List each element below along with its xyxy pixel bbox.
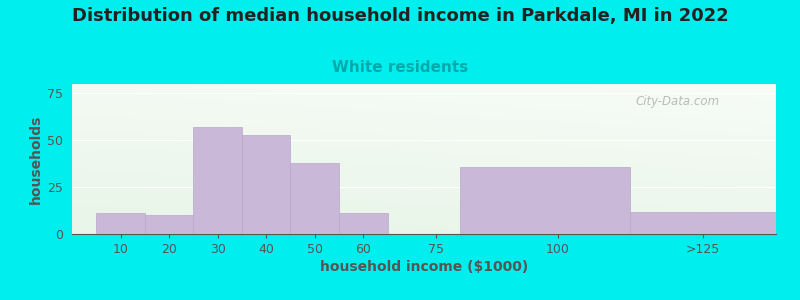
Bar [461,167,630,234]
Y-axis label: households: households [29,114,43,204]
Text: City-Data.com: City-Data.com [635,94,719,107]
Bar [145,215,194,234]
Bar [630,212,776,234]
Bar [290,163,339,234]
Bar [339,213,387,234]
Bar [96,213,145,234]
Text: Distribution of median household income in Parkdale, MI in 2022: Distribution of median household income … [72,8,728,26]
X-axis label: household income ($1000): household income ($1000) [320,260,528,274]
Bar [194,127,242,234]
Text: White residents: White residents [332,60,468,75]
Bar [242,135,290,234]
